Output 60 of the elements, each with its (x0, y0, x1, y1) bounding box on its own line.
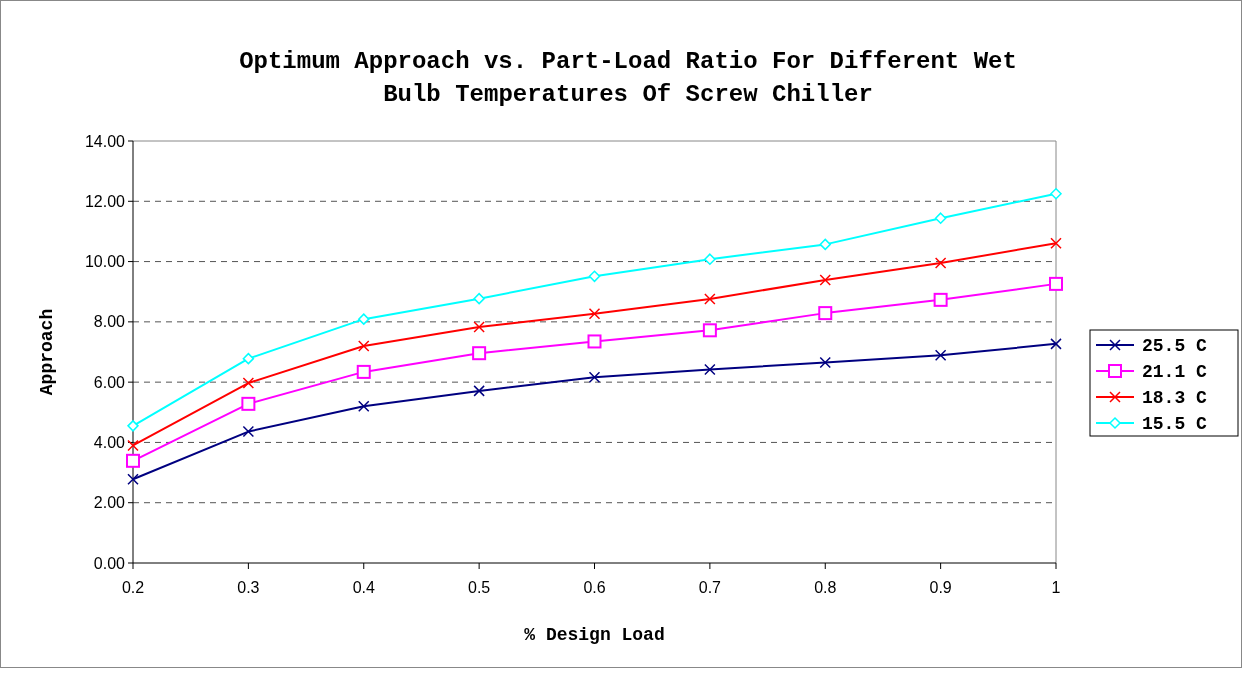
point (127, 439, 139, 452)
y-tick-label: 4.00 (93, 434, 126, 452)
y-tick-label: 0.00 (93, 554, 126, 572)
point (819, 274, 831, 286)
point (587, 334, 602, 349)
y-tick-label: 14.00 (84, 132, 126, 150)
x-axis-title: % Design Load (524, 625, 665, 645)
point (588, 307, 601, 320)
point (473, 321, 485, 333)
x-tick-label: 0.7 (698, 579, 722, 596)
point (588, 270, 601, 283)
point (241, 396, 256, 411)
point (473, 385, 485, 397)
point (819, 356, 831, 369)
point (127, 473, 139, 485)
point (588, 371, 601, 384)
point (704, 363, 716, 376)
y-tick-label: 2.00 (93, 494, 126, 512)
point (934, 212, 947, 224)
legend-label: 25.5 C (1142, 336, 1208, 357)
point (1049, 276, 1063, 291)
point (358, 400, 370, 413)
point (127, 420, 139, 432)
point (818, 306, 833, 321)
y-tick-label: 6.00 (93, 373, 126, 391)
point (356, 364, 371, 379)
legend-label: 15.5 C (1142, 414, 1208, 435)
point (1050, 338, 1062, 350)
point (1050, 237, 1062, 249)
point (242, 377, 255, 389)
point (1050, 188, 1062, 200)
x-tick-label: 0.2 (121, 579, 145, 596)
x-tick-label: 0.3 (237, 579, 260, 596)
point (242, 425, 255, 438)
point (473, 292, 485, 305)
point (704, 293, 716, 305)
x-tick-label: 0.8 (814, 579, 837, 596)
point (819, 238, 831, 251)
x-tick-label: 1 (1051, 579, 1061, 596)
point (126, 453, 140, 468)
y-tick-label: 10.00 (84, 253, 126, 271)
y-tick-label: 8.00 (93, 313, 126, 331)
point (704, 253, 716, 265)
point (702, 323, 717, 338)
y-axis-title: Approach (37, 308, 57, 396)
legend-label: 21.1 C (1142, 362, 1208, 383)
point (934, 349, 947, 362)
point (242, 352, 255, 365)
point (358, 313, 370, 325)
point (934, 257, 947, 269)
point (472, 346, 487, 361)
x-tick-label: 0.5 (468, 579, 491, 596)
chart-title: Optimum Approach vs. Part-Load Ratio For Different Wet Bulb Temperatures Of Screw Chiller (239, 48, 1017, 108)
point (358, 340, 370, 352)
x-tick-label: 0.9 (929, 579, 952, 596)
point (933, 292, 948, 307)
y-tick-label: 12.00 (84, 192, 126, 210)
x-tick-label: 0.4 (352, 579, 375, 596)
legend-label: 18.3 C (1142, 388, 1208, 409)
x-tick-label: 0.6 (583, 579, 606, 596)
